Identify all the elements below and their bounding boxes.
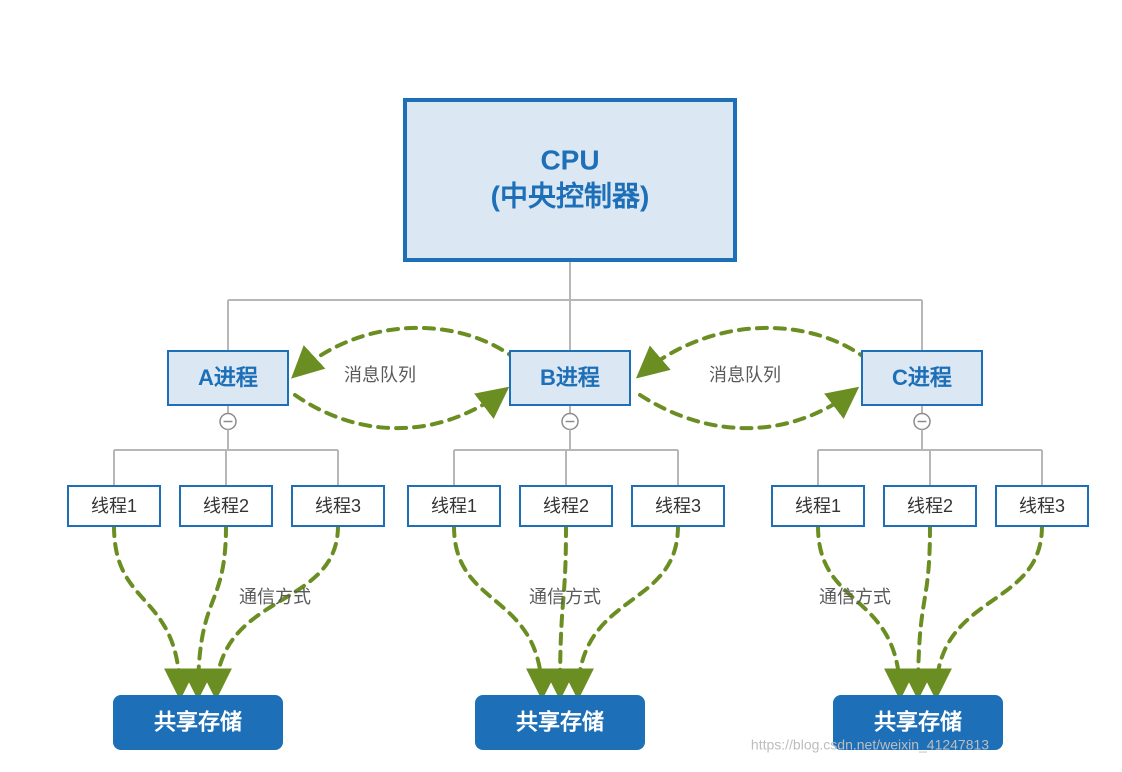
thread-to-storage-b-3 xyxy=(578,526,678,695)
thread-to-storage-b-2 xyxy=(560,526,566,695)
msg-queue-arrow-3 xyxy=(640,390,855,428)
storage-label-a: 共享存储 xyxy=(154,709,242,734)
label-comm-method-1: 通信方式 xyxy=(529,587,601,607)
thread-to-storage-c-2 xyxy=(918,526,930,695)
storage-label-b: 共享存储 xyxy=(516,709,604,734)
thread-label-b-2: 线程2 xyxy=(543,496,589,516)
thread-to-storage-a-1 xyxy=(114,526,180,695)
thread-label-a-2: 线程2 xyxy=(203,496,249,516)
label-comm-method-0: 通信方式 xyxy=(239,587,311,607)
label-msg-queue-0: 消息队列 xyxy=(344,365,416,385)
thread-label-b-1: 线程1 xyxy=(431,496,477,516)
watermark: https://blog.csdn.net/weixin_41247813 xyxy=(751,737,989,753)
thread-label-b-3: 线程3 xyxy=(655,496,701,516)
process-label-b: B进程 xyxy=(540,365,600,390)
diagram-canvas: CPU (中央控制器) A进程 B进程 C进程线程1 线程2 线程3 线程1 线程2 线程3 线程1… xyxy=(0,0,1122,772)
thread-to-storage-b-1 xyxy=(454,526,542,695)
cpu-title-line2: (中央控制器) xyxy=(491,180,650,211)
thread-to-storage-c-3 xyxy=(936,526,1042,695)
thread-label-c-1: 线程1 xyxy=(795,496,841,516)
thread-to-storage-c-1 xyxy=(818,526,900,695)
thread-to-storage-a-2 xyxy=(198,526,226,695)
label-msg-queue-1: 消息队列 xyxy=(709,365,781,385)
process-label-a: A进程 xyxy=(198,365,258,390)
label-comm-method-2: 通信方式 xyxy=(819,587,891,607)
thread-label-a-3: 线程3 xyxy=(315,496,361,516)
thread-to-storage-a-3 xyxy=(216,526,338,695)
cpu-title-line1: CPU xyxy=(540,144,599,175)
process-label-c: C进程 xyxy=(892,365,952,390)
thread-label-c-3: 线程3 xyxy=(1019,496,1065,516)
thread-label-a-1: 线程1 xyxy=(91,496,137,516)
thread-label-c-2: 线程2 xyxy=(907,496,953,516)
storage-label-c: 共享存储 xyxy=(874,709,962,734)
msg-queue-arrow-1 xyxy=(295,390,505,428)
